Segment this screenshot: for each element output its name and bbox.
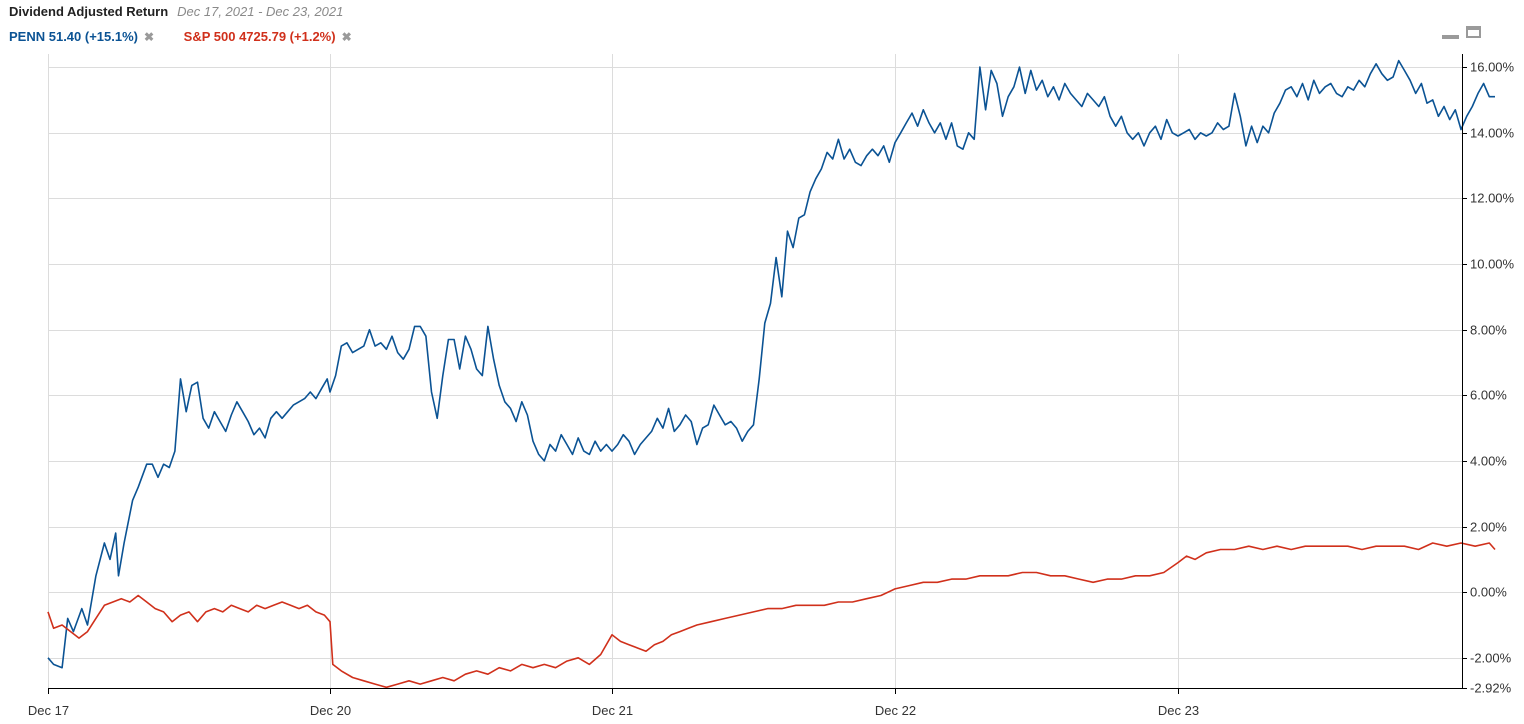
series-lines — [47, 59, 1496, 689]
legend-label-sp500: S&P 500 4725.79 (+1.2%) — [183, 29, 336, 44]
x-tick-label: Dec 17 — [28, 703, 69, 718]
y-tick-label: 8.00% — [1470, 323, 1507, 338]
legend-label-penn: PENN 51.40 (+15.1%) — [9, 29, 138, 44]
remove-series-penn-icon[interactable]: ✖ — [143, 30, 155, 44]
gridlines — [48, 54, 1462, 688]
legend-item-sp500[interactable]: S&P 500 4725.79 (+1.2%) ✖ — [184, 29, 352, 44]
x-tick-label: Dec 22 — [875, 703, 916, 718]
y-tick-label: 14.00% — [1470, 126, 1515, 141]
x-tick-label: Dec 20 — [310, 703, 351, 718]
x-tick-label: Dec 23 — [1158, 703, 1199, 718]
x-tick-label: Dec 21 — [592, 703, 633, 718]
y-tick-label: 6.00% — [1470, 388, 1507, 403]
series-line-s-p-500 — [47, 542, 1496, 689]
y-tick-label: -2.00% — [1470, 651, 1512, 666]
chart-header: Dividend Adjusted Return Dec 17, 2021 - D… — [9, 4, 1009, 44]
minimize-icon[interactable] — [1442, 35, 1459, 39]
y-tick-label: 16.00% — [1470, 60, 1515, 75]
date-range: Dec 17, 2021 - Dec 23, 2021 — [177, 4, 344, 19]
legend: PENN 51.40 (+15.1%) ✖ S&P 500 4725.79 (+1… — [9, 29, 1009, 44]
legend-item-penn[interactable]: PENN 51.40 (+15.1%) ✖ — [9, 29, 154, 44]
series-line-penn — [47, 59, 1495, 669]
remove-series-sp500-icon[interactable]: ✖ — [341, 30, 352, 44]
y-tick-label: 2.00% — [1470, 520, 1507, 535]
window-controls — [1442, 26, 1488, 42]
y-tick-label: -2.92% — [1470, 681, 1512, 696]
y-tick-label: 10.00% — [1470, 257, 1515, 272]
chart-title: Dividend Adjusted Return — [9, 4, 169, 19]
y-tick-label: 4.00% — [1470, 454, 1507, 469]
maximize-icon[interactable] — [1466, 26, 1481, 38]
axes: 16.00% 14.00% 12.00% 10.00% 8.00% 6.00% 4.00% 2… — [28, 54, 1515, 718]
y-tick-label: 0.00% — [1470, 585, 1507, 600]
y-tick-label: 12.00% — [1470, 191, 1515, 206]
title-row: Dividend Adjusted Return Dec 17, 2021 - D… — [9, 4, 1009, 21]
